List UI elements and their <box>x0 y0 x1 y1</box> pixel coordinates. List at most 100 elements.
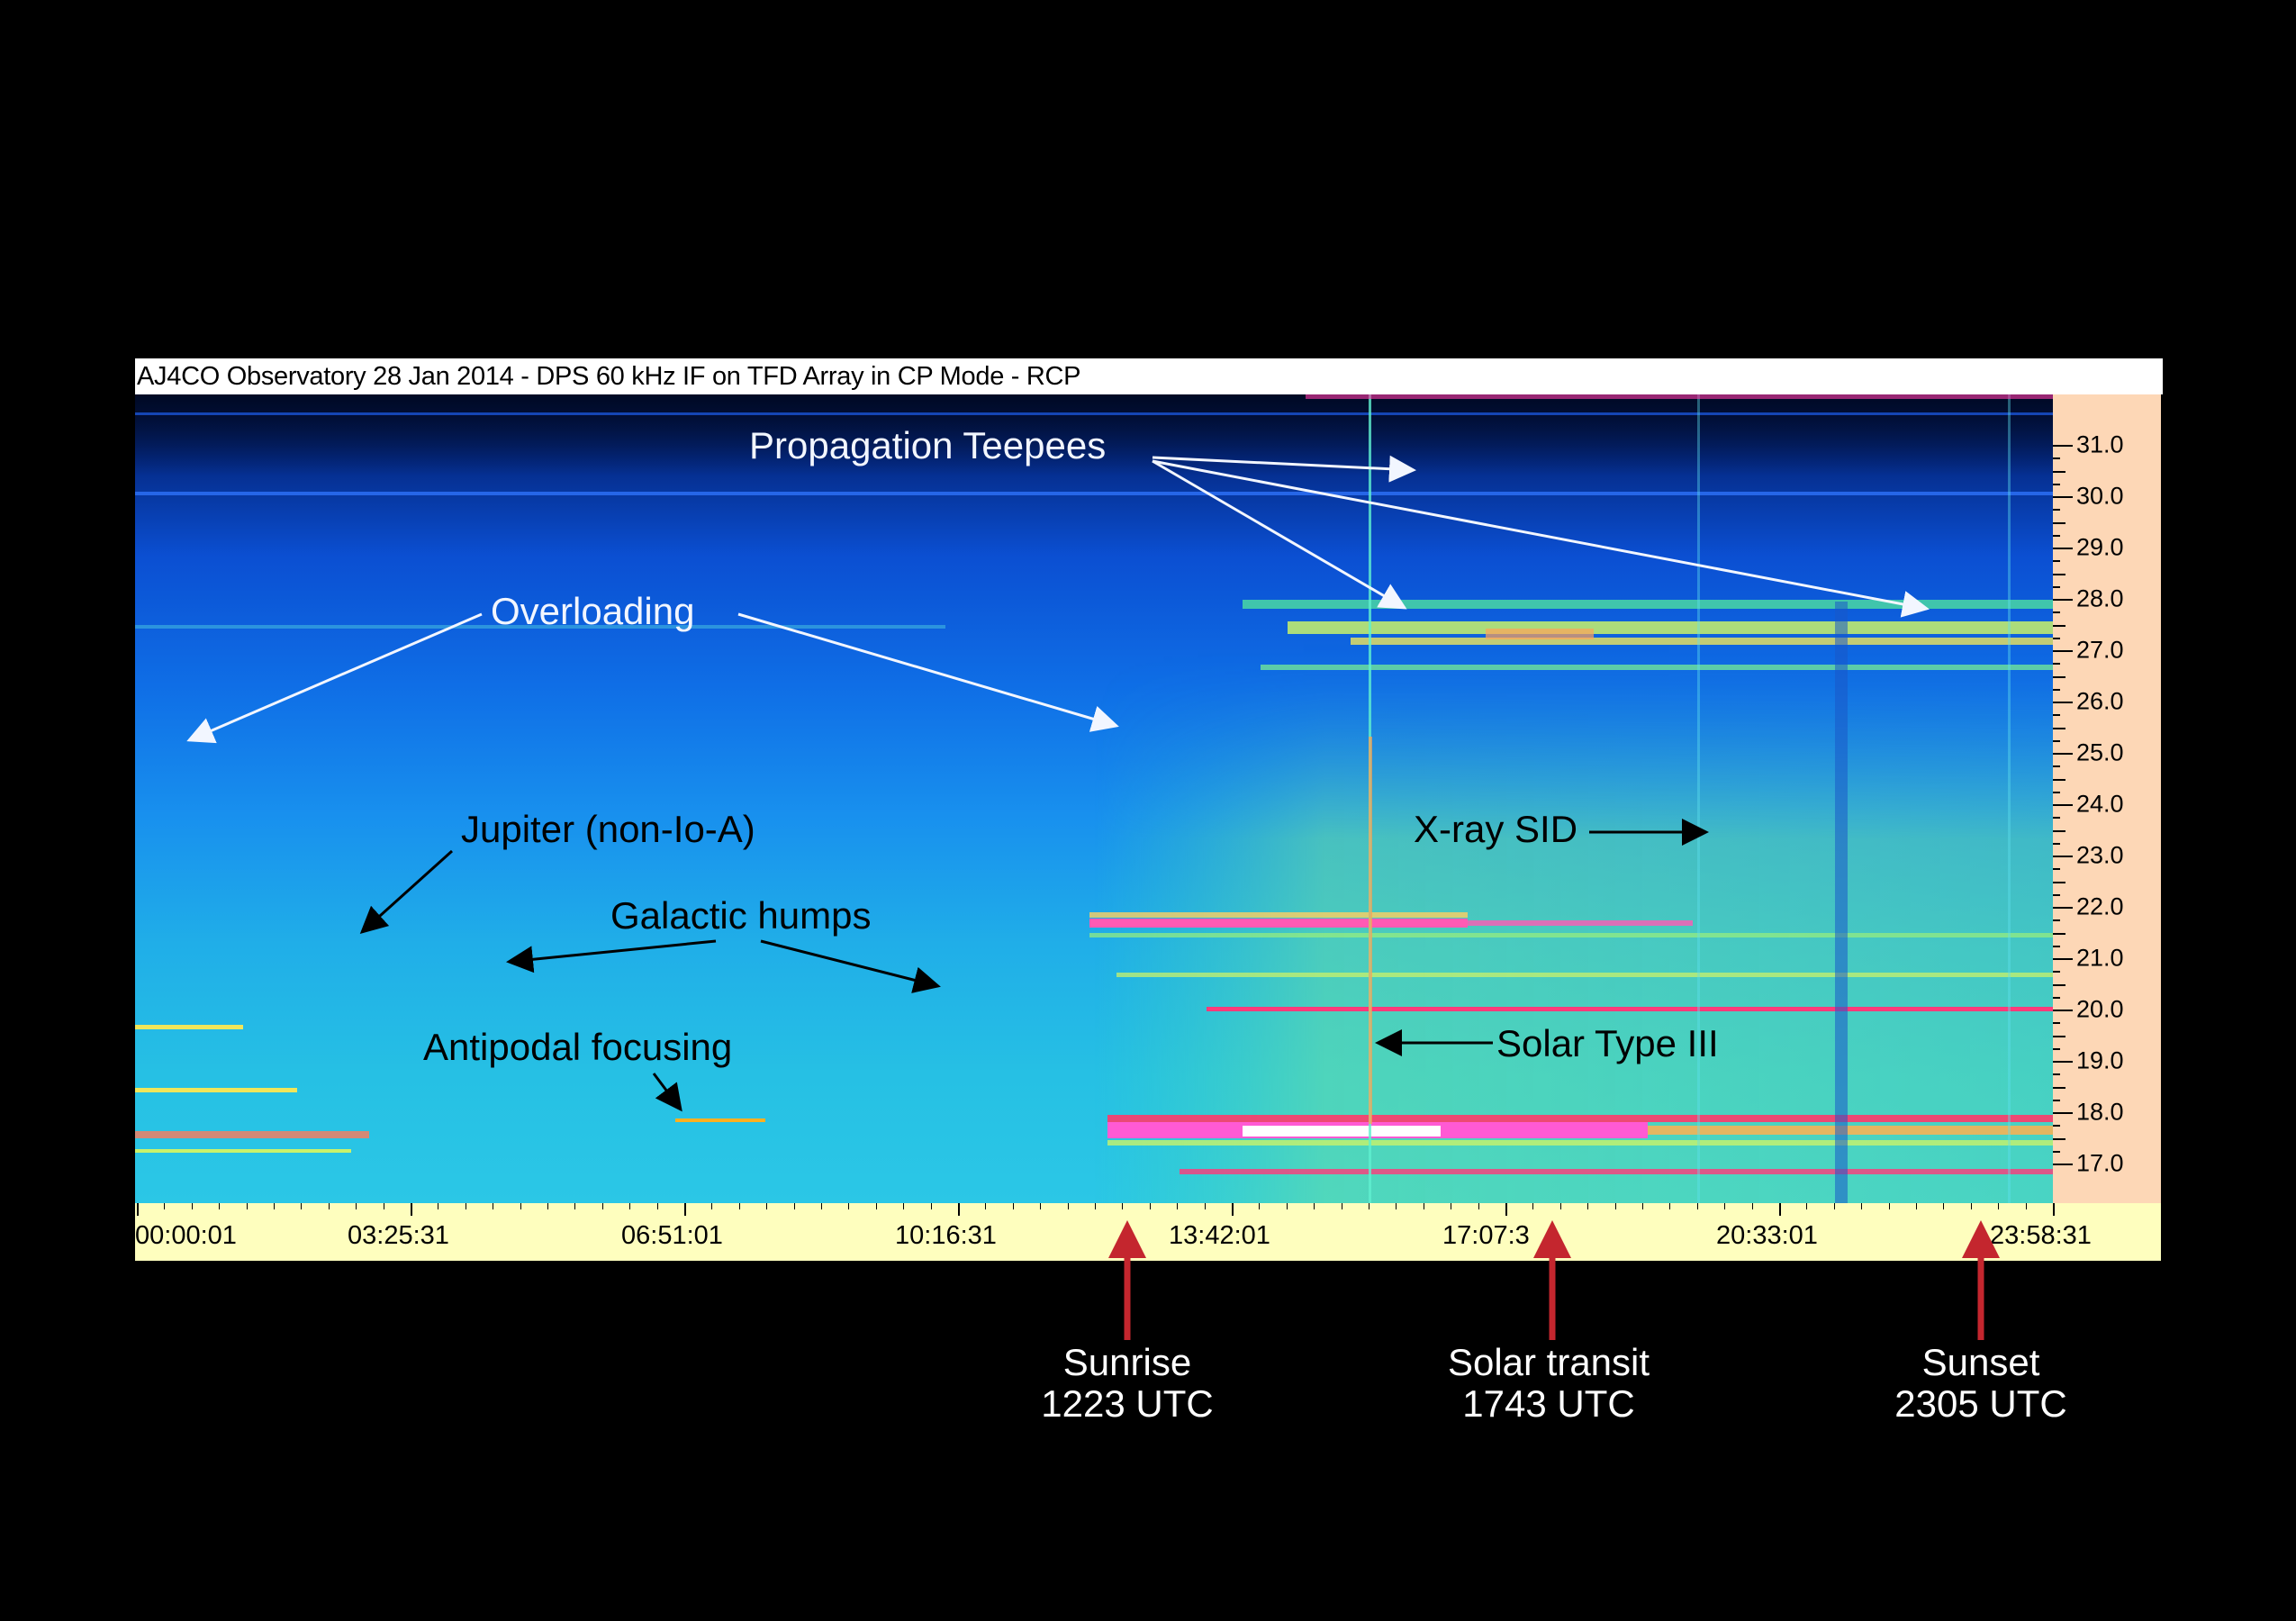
time-tick <box>1505 1203 1507 1216</box>
frequency-tick-label: 28.0 <box>2076 584 2124 612</box>
teepee-arrow-1 <box>1152 455 1416 483</box>
frequency-minor-tick <box>2053 893 2060 896</box>
time-minor-tick <box>1998 1203 2000 1209</box>
time-minor-tick <box>547 1203 548 1209</box>
frequency-tick <box>2053 599 2073 601</box>
frequency-minor-tick <box>2053 1099 2060 1101</box>
frequency-tick <box>2053 856 2073 857</box>
time-minor-tick <box>601 1203 603 1209</box>
time-tick <box>2053 1203 2055 1216</box>
time-minor-tick <box>930 1203 932 1209</box>
time-minor-tick <box>1095 1203 1096 1209</box>
frequency-tick-label: 22.0 <box>2076 892 2124 920</box>
frequency-tick <box>2053 1112 2073 1114</box>
time-minor-tick <box>164 1203 166 1209</box>
time-minor-tick <box>1204 1203 1206 1209</box>
frequency-minor-tick <box>2053 765 2060 768</box>
frequency-minor-tick <box>2053 791 2060 793</box>
frequency-tick-label: 23.0 <box>2076 841 2124 869</box>
frequency-minor-tick <box>2053 509 2060 512</box>
frequency-tick <box>2053 702 2073 703</box>
frequency-minor-tick <box>2053 817 2060 820</box>
frequency-minor-tick <box>2053 932 2065 935</box>
frequency-tick <box>2053 958 2073 960</box>
frequency-tick-label: 31.0 <box>2076 430 2124 458</box>
time-minor-tick <box>1888 1203 1890 1209</box>
time-tick <box>137 1203 139 1216</box>
frequency-minor-tick <box>2053 983 2065 986</box>
frequency-tick-label: 27.0 <box>2076 636 2124 664</box>
time-minor-tick <box>875 1203 877 1209</box>
frequency-tick <box>2053 445 2073 447</box>
time-minor-tick <box>1478 1203 1479 1209</box>
time-minor-tick <box>1943 1203 1945 1209</box>
time-minor-tick <box>246 1203 248 1209</box>
frequency-minor-tick <box>2053 611 2060 614</box>
time-tick <box>958 1203 960 1216</box>
overloading-arrow-left <box>186 612 483 744</box>
time-minor-tick <box>1559 1203 1561 1209</box>
frequency-tick-label: 20.0 <box>2076 995 2124 1023</box>
overloading-arrow-right <box>737 612 1119 732</box>
frequency-scale: 31.0 30.0 29.0 28.0 27.0 26.0 25.0 24.0 23.0 22.0… <box>2053 394 2161 1203</box>
frequency-minor-tick <box>2053 663 2060 666</box>
time-minor-tick <box>1314 1203 1315 1209</box>
frequency-minor-tick <box>2053 1073 2060 1076</box>
frequency-tick-label: 25.0 <box>2076 738 2124 766</box>
time-tick <box>1232 1203 1234 1216</box>
frequency-tick <box>2053 496 2073 498</box>
frequency-tick-label: 21.0 <box>2076 944 2124 972</box>
time-minor-tick <box>1724 1203 1726 1209</box>
frequency-minor-tick <box>2053 585 2060 588</box>
sunrise-label: Sunrise 1223 UTC <box>983 1342 1271 1425</box>
time-tick-label: 06:51:01 <box>621 1221 723 1250</box>
frequency-tick <box>2053 1164 2073 1165</box>
frequency-minor-tick <box>2053 534 2060 537</box>
time-minor-tick <box>328 1203 330 1209</box>
time-minor-tick <box>1149 1203 1151 1209</box>
time-minor-tick <box>1696 1203 1698 1209</box>
time-minor-tick <box>356 1203 357 1209</box>
time-minor-tick <box>1286 1203 1288 1209</box>
time-tick <box>684 1203 686 1216</box>
time-minor-tick <box>1751 1203 1753 1209</box>
frequency-minor-tick <box>2053 778 2065 781</box>
antipodal-focusing-label: Antipodal focusing <box>423 1026 733 1068</box>
time-minor-tick <box>1067 1203 1069 1209</box>
time-minor-tick <box>1806 1203 1808 1209</box>
spectrogram-window: AJ4CO Observatory 28 Jan 2014 - DPS 60 k… <box>135 358 2163 1261</box>
galactic-arrow-right <box>760 939 941 993</box>
jupiter-arrow <box>359 849 454 935</box>
teepee-arrow-2 <box>1152 459 1407 610</box>
sunrise-time: 1223 UTC <box>1041 1382 1214 1425</box>
time-minor-tick <box>656 1203 658 1209</box>
time-axis: 00:00:01 03:25:31 06:51:01 10:16:31 13:42:01… <box>135 1203 2161 1261</box>
time-minor-tick <box>1642 1203 1643 1209</box>
time-tick-label: 17:07:3 <box>1442 1221 1530 1250</box>
frequency-tick <box>2053 753 2073 755</box>
frequency-minor-tick <box>2053 1137 2065 1140</box>
frequency-minor-tick <box>2053 688 2060 691</box>
time-minor-tick <box>1669 1203 1671 1209</box>
time-minor-tick <box>520 1203 521 1209</box>
frequency-tick-label: 26.0 <box>2076 687 2124 715</box>
frequency-minor-tick <box>2053 457 2060 460</box>
spectrogram-plot <box>135 394 2053 1203</box>
time-minor-tick <box>1396 1203 1397 1209</box>
time-tick-label: 00:00:01 <box>135 1221 237 1250</box>
time-minor-tick <box>903 1203 905 1209</box>
frequency-minor-tick <box>2053 470 2065 473</box>
xray-sid-label: X-ray SID <box>1414 808 1578 850</box>
frequency-tick <box>2053 907 2073 909</box>
time-minor-tick <box>1614 1203 1616 1209</box>
time-minor-tick <box>1970 1203 1972 1209</box>
time-minor-tick <box>848 1203 850 1209</box>
time-minor-tick <box>1122 1203 1124 1209</box>
frequency-minor-tick <box>2053 1125 2060 1127</box>
overloading-label: Overloading <box>491 590 695 632</box>
frequency-minor-tick <box>2053 996 2060 999</box>
time-minor-tick <box>629 1203 631 1209</box>
frequency-minor-tick <box>2053 675 2065 678</box>
galactic-arrow-left <box>506 939 717 974</box>
frequency-minor-tick <box>2053 1035 2065 1037</box>
